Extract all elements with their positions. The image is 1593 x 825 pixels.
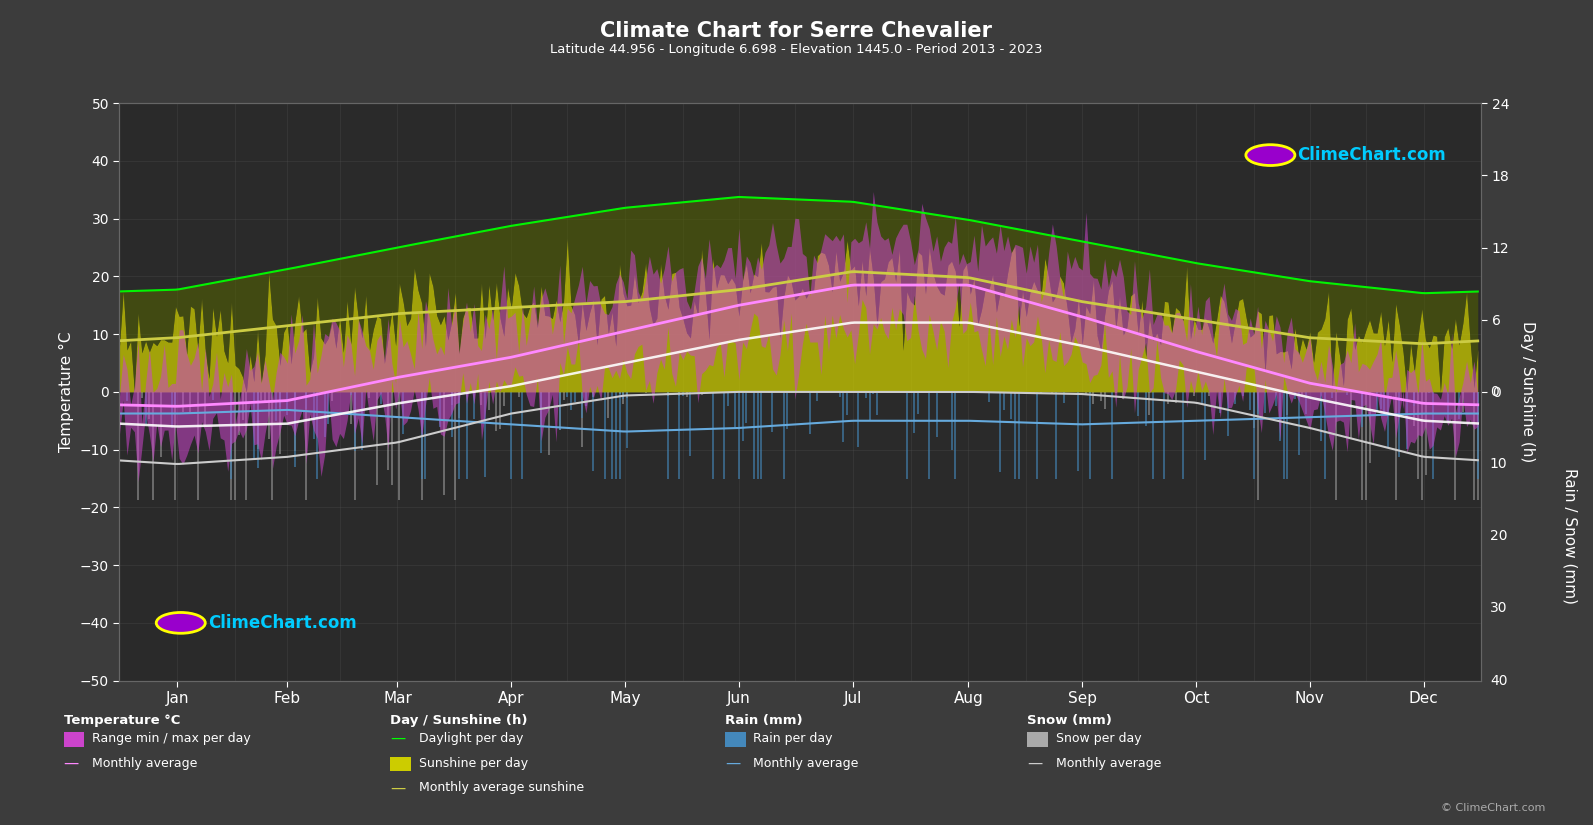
Text: Range min / max per day: Range min / max per day (92, 732, 252, 745)
Text: Rain per day: Rain per day (753, 732, 833, 745)
Text: 30: 30 (1489, 601, 1507, 615)
Text: Snow (mm): Snow (mm) (1027, 714, 1112, 727)
Text: © ClimeChart.com: © ClimeChart.com (1440, 803, 1545, 813)
Text: ClimeChart.com: ClimeChart.com (209, 614, 357, 632)
Text: 0: 0 (1489, 385, 1499, 398)
Text: Monthly average sunshine: Monthly average sunshine (419, 781, 585, 794)
Text: —: — (725, 756, 741, 771)
Text: Climate Chart for Serre Chevalier: Climate Chart for Serre Chevalier (601, 21, 992, 40)
Y-axis label: Temperature °C: Temperature °C (59, 332, 75, 452)
Text: —: — (390, 731, 406, 746)
Text: Temperature °C: Temperature °C (64, 714, 180, 727)
Text: Latitude 44.956 - Longitude 6.698 - Elevation 1445.0 - Period 2013 - 2023: Latitude 44.956 - Longitude 6.698 - Elev… (550, 43, 1043, 56)
Text: Monthly average: Monthly average (753, 757, 859, 770)
Text: Daylight per day: Daylight per day (419, 732, 524, 745)
Circle shape (1246, 144, 1295, 166)
Text: Monthly average: Monthly average (1056, 757, 1161, 770)
Text: Rain / Snow (mm): Rain / Snow (mm) (1563, 469, 1577, 604)
Text: ClimeChart.com: ClimeChart.com (1298, 146, 1446, 164)
Text: Snow per day: Snow per day (1056, 732, 1142, 745)
Text: Monthly average: Monthly average (92, 757, 198, 770)
Y-axis label: Day / Sunshine (h): Day / Sunshine (h) (1520, 321, 1534, 463)
Text: 10: 10 (1489, 457, 1507, 471)
Text: Day / Sunshine (h): Day / Sunshine (h) (390, 714, 527, 727)
Text: 20: 20 (1489, 530, 1507, 543)
Text: Sunshine per day: Sunshine per day (419, 757, 529, 770)
Text: 40: 40 (1489, 674, 1507, 687)
Text: Rain (mm): Rain (mm) (725, 714, 803, 727)
Text: —: — (1027, 756, 1043, 771)
Text: —: — (64, 756, 80, 771)
Text: —: — (390, 780, 406, 795)
Circle shape (156, 612, 205, 634)
